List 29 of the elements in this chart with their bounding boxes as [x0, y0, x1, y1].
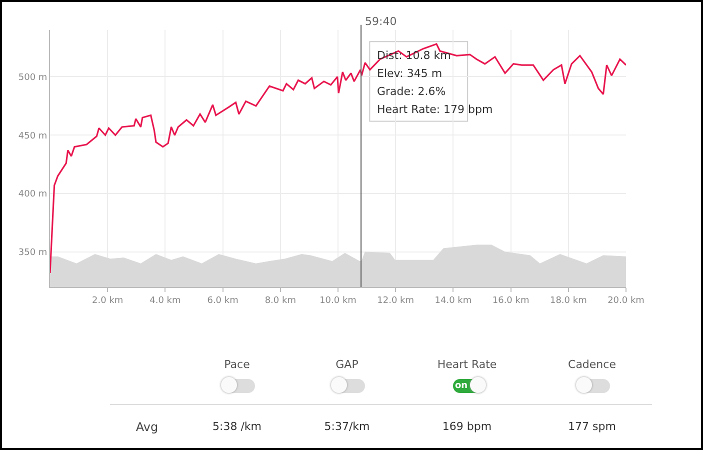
line-series: [50, 43, 626, 274]
y-tick-label: 450 m: [18, 131, 48, 142]
y-tick-label: 400 m: [18, 190, 48, 200]
x-tick-label: 4.0 km: [150, 296, 181, 306]
x-tick-label: 14.0 km: [434, 296, 472, 306]
text: 5:37/km: [324, 420, 370, 433]
x-tick-label: 10.0 km: [320, 296, 356, 306]
y-tick-label: 350 m: [18, 248, 48, 258]
x-tick-label: 6.0 km: [207, 296, 238, 306]
annotation: Grade: 2.6%: [377, 85, 446, 98]
annotation: Elev: 345 m: [377, 67, 442, 80]
text: 59:40: [365, 15, 397, 28]
text: 5:38 /km: [212, 420, 262, 433]
y-tick-label: 500 m: [18, 72, 48, 83]
annotation: Heart Rate: 179 bpm: [377, 103, 493, 116]
text: Avg: [136, 420, 158, 434]
x-tick-label: 20.0 km: [608, 296, 644, 306]
text: 177 spm: [568, 420, 616, 433]
text: Cadence: [568, 358, 616, 371]
toggle-switch: on: [453, 379, 485, 393]
text: Pace: [224, 358, 250, 371]
text: Heart Rate: [437, 358, 497, 371]
x-tick-label: 2.0 km: [92, 296, 124, 306]
x-tick-label: 18.0 km: [550, 296, 587, 306]
text: 169 bpm: [442, 420, 492, 433]
x-tick-label: 8.0 km: [264, 296, 296, 306]
x-tick-label: 16.0 km: [492, 296, 530, 306]
text: GAP: [336, 358, 358, 371]
x-tick-label: 12.0 km: [377, 296, 414, 306]
